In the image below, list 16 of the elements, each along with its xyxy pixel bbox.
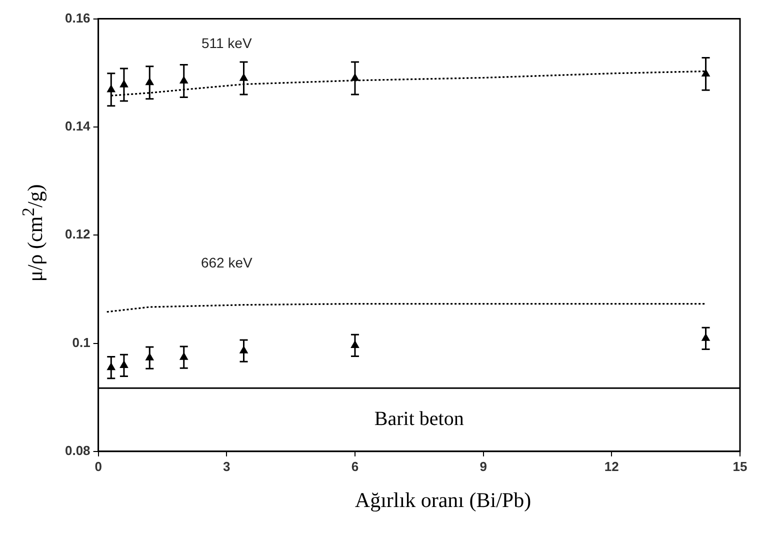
x-tick-label: 0 [94, 458, 102, 474]
annotation: 511 keV [201, 35, 252, 52]
x-tick-label: 12 [604, 458, 619, 474]
x-tick-label: 15 [732, 458, 748, 474]
y-tick-label: 0.1 [72, 334, 90, 350]
annotation: 662 keV [200, 254, 253, 271]
y-tick-label: 0.08 [64, 442, 90, 458]
y-tick-label: 0.14 [64, 118, 92, 134]
x-tick-label: 9 [480, 458, 487, 474]
x-tick-label: 3 [223, 458, 230, 474]
x-tick-label: 6 [351, 458, 359, 474]
x-axis-title: Ağırlık oranı (Bi/Pb) [354, 488, 532, 513]
ref-line-label: Barit beton [374, 408, 464, 430]
y-tick-label: 0.16 [64, 10, 90, 26]
line-series [106, 302, 707, 313]
y-tick-label: 0.12 [64, 226, 90, 242]
